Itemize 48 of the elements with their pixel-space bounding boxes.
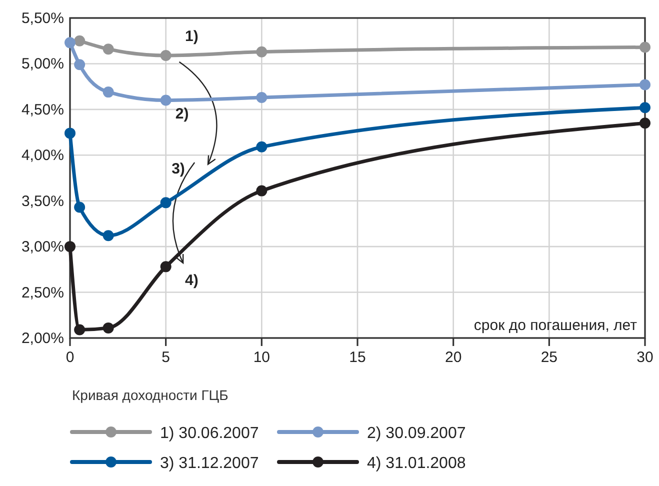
point bbox=[102, 44, 114, 55]
y-tick-label: 5,50% bbox=[21, 10, 64, 27]
point bbox=[640, 118, 650, 129]
point bbox=[102, 322, 114, 334]
y-tick-label: 2,00% bbox=[21, 330, 64, 347]
point bbox=[74, 202, 86, 213]
point bbox=[640, 79, 650, 90]
x-tick-label: 0 bbox=[66, 349, 74, 366]
y-tick-label: 5,00% bbox=[21, 56, 64, 73]
legend-title: Кривая доходности ГЦБ bbox=[72, 387, 228, 403]
x-tick-label: 5 bbox=[162, 349, 170, 366]
point bbox=[74, 35, 86, 46]
y-tick-label: 4,50% bbox=[21, 101, 64, 118]
point bbox=[74, 59, 86, 70]
point bbox=[256, 92, 268, 104]
legend-label: 3) 31.12.2007 bbox=[160, 455, 259, 472]
point bbox=[256, 141, 268, 152]
point bbox=[64, 128, 76, 139]
point bbox=[102, 86, 114, 98]
point bbox=[74, 324, 86, 336]
x-tick-label: 10 bbox=[253, 349, 270, 366]
point bbox=[64, 241, 76, 252]
x-axis-title: срок до погашения, лет bbox=[474, 317, 638, 334]
y-tick-label: 3,00% bbox=[21, 238, 64, 256]
legend-label: 2) 30.09.2007 bbox=[367, 425, 466, 442]
x-tick-label: 15 bbox=[349, 349, 366, 366]
point bbox=[160, 261, 172, 272]
annotation: 3) bbox=[172, 160, 185, 178]
y-tick-label: 3,50% bbox=[21, 192, 64, 210]
y-tick-label: 4,00% bbox=[21, 147, 64, 164]
point bbox=[160, 50, 172, 61]
annotation: 1) bbox=[185, 28, 198, 45]
point bbox=[256, 46, 268, 58]
point bbox=[160, 94, 172, 106]
point bbox=[64, 37, 76, 48]
point bbox=[256, 185, 268, 196]
point bbox=[102, 230, 114, 242]
annotation: 4) bbox=[185, 272, 198, 289]
y-tick-label: 2,50% bbox=[21, 284, 64, 302]
x-tick-label: 25 bbox=[540, 349, 558, 366]
legend-label: 1) 30.06.2007 bbox=[160, 425, 259, 442]
point bbox=[640, 42, 650, 53]
x-tick-label: 30 bbox=[636, 349, 654, 366]
point bbox=[640, 102, 650, 114]
point bbox=[160, 197, 172, 208]
legend-label: 4) 31.01.2008 bbox=[367, 455, 466, 472]
x-tick-label: 20 bbox=[444, 349, 462, 366]
annotation: 2) bbox=[175, 106, 189, 123]
